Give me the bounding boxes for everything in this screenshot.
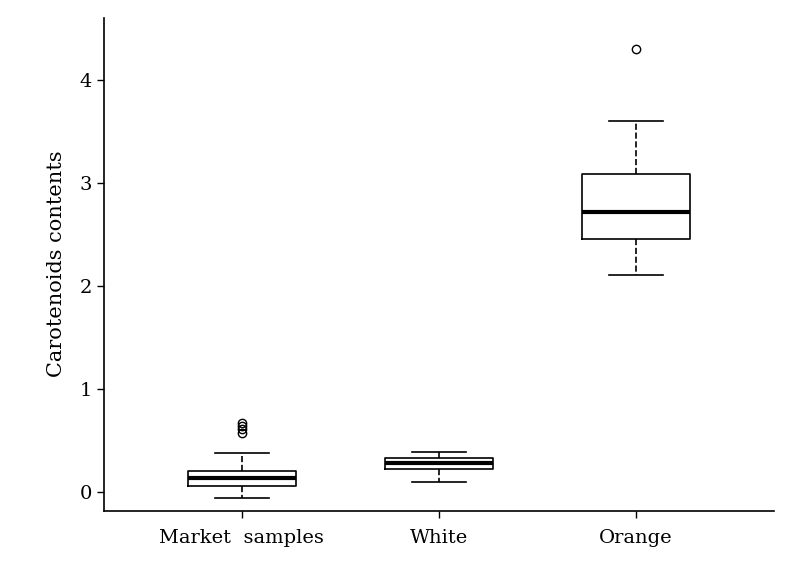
Y-axis label: Carotenoids contents: Carotenoids contents — [46, 151, 65, 377]
